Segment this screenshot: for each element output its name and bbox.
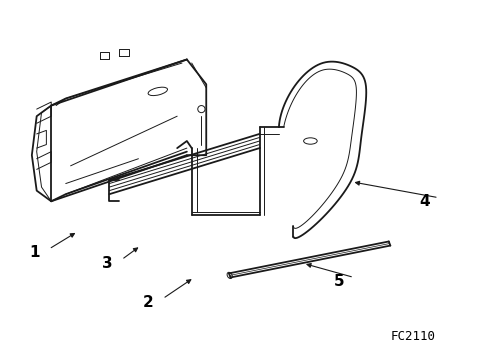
Text: 5: 5 — [334, 274, 345, 288]
Text: 4: 4 — [419, 194, 430, 209]
Text: 3: 3 — [101, 256, 112, 271]
Text: 2: 2 — [143, 295, 153, 310]
Text: 1: 1 — [29, 245, 40, 260]
Text: FC2110: FC2110 — [391, 330, 435, 343]
